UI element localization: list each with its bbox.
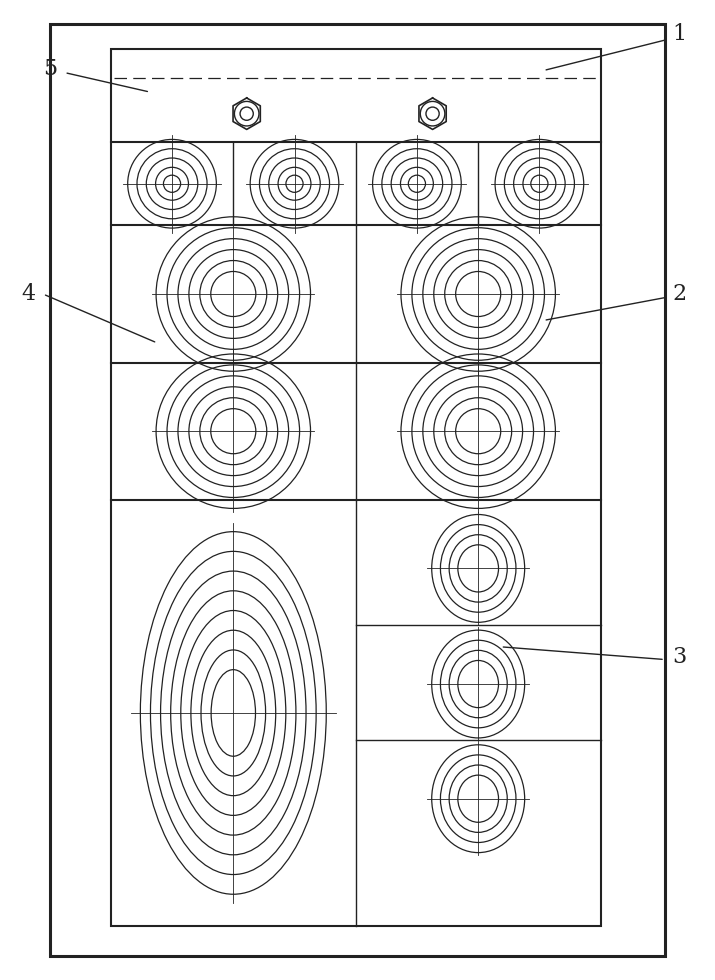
Text: 3: 3 — [672, 646, 686, 667]
Text: 2: 2 — [672, 283, 686, 305]
Text: 1: 1 — [672, 24, 686, 45]
Bar — [111, 49, 601, 926]
Text: 4: 4 — [21, 283, 36, 305]
Text: 5: 5 — [43, 58, 57, 79]
Bar — [50, 24, 665, 956]
